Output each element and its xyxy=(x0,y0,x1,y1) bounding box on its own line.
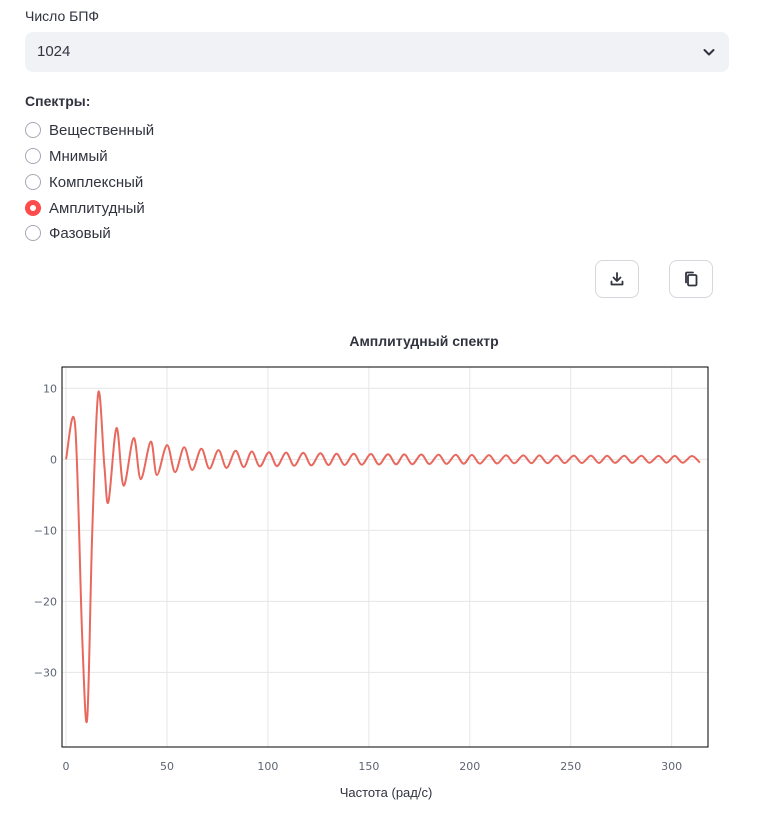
radio-circle[interactable] xyxy=(25,122,41,138)
chart-title: Амплитудный спектр xyxy=(349,333,498,349)
radio-circle[interactable] xyxy=(25,148,41,164)
x-axis-label: Частота (рад/с) xyxy=(340,785,433,800)
radio-label: Мнимый xyxy=(49,147,108,165)
copy-icon xyxy=(685,271,698,287)
x-axis: 0 50 100 150 200 250 300 xyxy=(63,760,683,773)
y-tick-label: −10 xyxy=(34,524,57,537)
radio-complex[interactable]: Комплексный xyxy=(25,171,143,193)
radio-label: Вещественный xyxy=(49,121,155,139)
radio-label: Фазовый xyxy=(49,224,111,242)
download-icon xyxy=(610,272,624,286)
y-tick-label: 0 xyxy=(50,453,57,466)
x-tick-label: 150 xyxy=(358,760,379,773)
plot-frame xyxy=(61,366,709,748)
y-axis: 10 0 −10 −20 −30 xyxy=(34,382,57,679)
radio-label: Комплексный xyxy=(49,173,144,191)
radio-phase[interactable]: Фазовый xyxy=(25,222,111,244)
y-tick-label: −30 xyxy=(34,666,57,679)
radio-imaginary[interactable]: Мнимый xyxy=(25,145,108,167)
radio-circle[interactable] xyxy=(25,225,41,241)
x-tick-label: 300 xyxy=(661,760,682,773)
x-tick-label: 50 xyxy=(160,760,174,773)
fft-size-label: Число БПФ xyxy=(25,8,100,24)
x-tick-label: 100 xyxy=(257,760,278,773)
fft-size-value: 1024 xyxy=(37,43,71,60)
y-tick-label: 10 xyxy=(43,382,57,395)
chevron-down-icon xyxy=(703,49,715,56)
radio-amplitude[interactable]: Амплитудный xyxy=(25,197,145,219)
spectra-label: Спектры: xyxy=(25,93,91,109)
x-tick-label: 200 xyxy=(459,760,480,773)
chart-grid xyxy=(62,367,708,747)
x-tick-label: 0 xyxy=(63,760,70,773)
series-line xyxy=(65,390,701,723)
y-tick-label: −20 xyxy=(34,595,57,608)
fft-size-select[interactable]: 1024 xyxy=(25,32,729,72)
download-button[interactable] xyxy=(595,260,639,298)
x-tick-label: 250 xyxy=(560,760,581,773)
radio-real[interactable]: Вещественный xyxy=(25,119,154,141)
radio-circle-selected[interactable] xyxy=(25,200,41,216)
copy-button[interactable] xyxy=(669,260,713,298)
radio-circle[interactable] xyxy=(25,174,41,190)
radio-label: Амплитудный xyxy=(49,199,145,217)
